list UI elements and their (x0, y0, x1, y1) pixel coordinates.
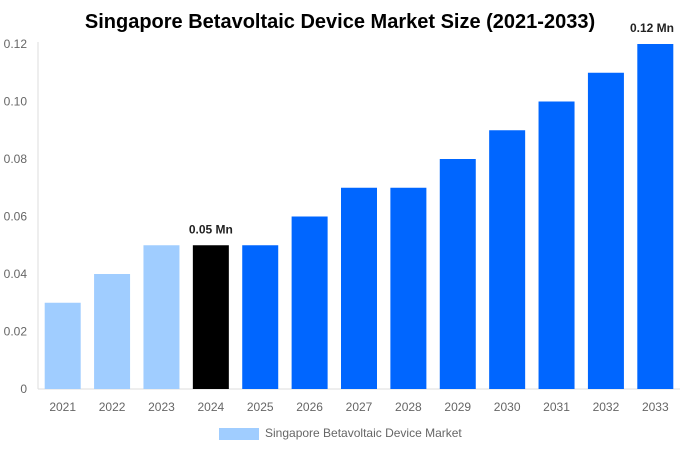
y-tick-label: 0.02 (4, 325, 28, 339)
legend: Singapore Betavoltaic Device Market (219, 426, 462, 440)
bar-2031 (538, 101, 575, 389)
x-tick-label: 2021 (49, 400, 76, 414)
x-tick-label: 2030 (494, 400, 521, 414)
x-tick-label: 2032 (593, 400, 620, 414)
y-tick-label: 0.08 (4, 152, 28, 166)
bar-2033 (637, 44, 674, 389)
x-tick-label: 2025 (247, 400, 274, 414)
x-tick-label: 2031 (543, 400, 570, 414)
bar-2025 (242, 245, 279, 389)
bar-2032 (587, 72, 624, 389)
x-tick-label: 2033 (642, 400, 669, 414)
bar-2023 (143, 245, 180, 389)
y-tick-label: 0.04 (4, 267, 28, 281)
legend-label: Singapore Betavoltaic Device Market (265, 426, 462, 440)
chart-title: Singapore Betavoltaic Device Market Size… (85, 11, 595, 33)
bar-2028 (390, 187, 427, 389)
x-tick-label: 2022 (99, 400, 126, 414)
x-tick-label: 2024 (197, 400, 224, 414)
data-label: 0.05 Mn (189, 222, 233, 236)
y-tick-label: 0.10 (4, 95, 28, 109)
x-tick-label: 2023 (148, 400, 175, 414)
y-tick-label: 0.12 (4, 37, 28, 51)
bar-2029 (439, 159, 476, 389)
x-tick-label: 2026 (296, 400, 323, 414)
x-tick-label: 2028 (395, 400, 422, 414)
bar-2022 (94, 274, 131, 389)
legend-swatch (219, 428, 259, 440)
y-tick-label: 0 (20, 382, 27, 396)
bar-2030 (489, 130, 526, 389)
data-label: 0.12 Mn (630, 21, 674, 35)
bar-2021 (44, 302, 81, 389)
bar-2024 (192, 245, 229, 389)
x-tick-label: 2029 (444, 400, 471, 414)
x-tick-label: 2027 (346, 400, 373, 414)
bar-2026 (291, 216, 328, 389)
bar-2027 (341, 187, 377, 389)
y-tick-label: 0.06 (4, 210, 28, 224)
